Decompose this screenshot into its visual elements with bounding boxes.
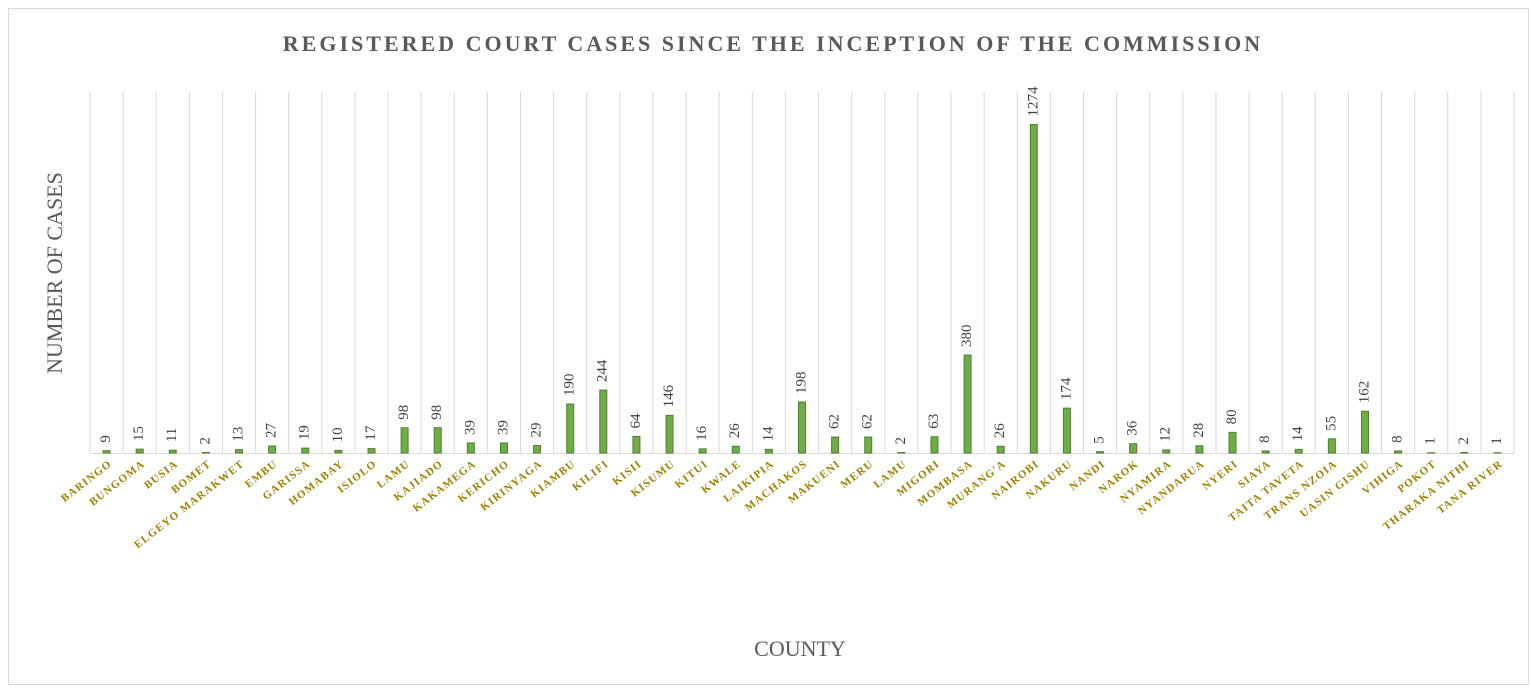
data-label: 380 bbox=[959, 325, 975, 348]
bar bbox=[1261, 450, 1270, 454]
data-label: 198 bbox=[793, 371, 809, 394]
bar bbox=[1062, 407, 1071, 454]
bar bbox=[1394, 450, 1403, 454]
bar bbox=[367, 448, 376, 454]
bar bbox=[996, 445, 1005, 454]
data-label: 26 bbox=[727, 423, 743, 439]
data-label: 2 bbox=[1456, 437, 1472, 445]
data-label: 162 bbox=[1356, 381, 1372, 404]
bar bbox=[301, 447, 310, 454]
y-axis-title: NUMBER OF CASES bbox=[42, 172, 67, 374]
data-label: 2 bbox=[893, 437, 909, 445]
data-label: 190 bbox=[562, 374, 578, 397]
bar bbox=[1195, 445, 1204, 454]
data-label: 29 bbox=[529, 423, 545, 438]
data-label: 39 bbox=[462, 420, 478, 435]
data-label: 8 bbox=[1390, 435, 1406, 443]
bar bbox=[930, 436, 939, 454]
bar bbox=[334, 449, 343, 454]
bar bbox=[235, 449, 244, 454]
data-label: 10 bbox=[330, 427, 346, 442]
data-label: 27 bbox=[264, 423, 280, 439]
bar bbox=[1162, 449, 1171, 454]
data-label: 9 bbox=[98, 435, 114, 443]
data-label: 15 bbox=[131, 426, 147, 441]
bar bbox=[400, 427, 409, 454]
data-label: 98 bbox=[396, 405, 412, 420]
data-label: 5 bbox=[1091, 436, 1107, 444]
chart-title: REGISTERED COURT CASES SINCE THE INCEPTI… bbox=[283, 31, 1263, 56]
bar bbox=[268, 445, 277, 454]
bar bbox=[1327, 438, 1336, 454]
bar bbox=[864, 436, 873, 454]
data-label: 14 bbox=[760, 426, 776, 442]
bar bbox=[1294, 448, 1303, 454]
data-label: 174 bbox=[1058, 377, 1074, 400]
data-label: 244 bbox=[595, 359, 611, 382]
data-label: 1 bbox=[1489, 437, 1505, 445]
data-label: 14 bbox=[1290, 426, 1306, 442]
bar bbox=[665, 414, 674, 454]
chart-border bbox=[8, 8, 1529, 685]
data-label: 16 bbox=[694, 425, 710, 441]
bar bbox=[963, 354, 972, 454]
data-label: 55 bbox=[1323, 416, 1339, 431]
data-label: 28 bbox=[1191, 423, 1207, 438]
x-axis-title: COUNTY bbox=[754, 636, 846, 661]
data-label: 19 bbox=[297, 425, 313, 440]
bar bbox=[533, 445, 542, 454]
data-label: 98 bbox=[429, 405, 445, 420]
data-label: 39 bbox=[495, 420, 511, 435]
data-label: 12 bbox=[1158, 427, 1174, 442]
bar bbox=[1228, 431, 1237, 454]
data-label: 1 bbox=[1423, 437, 1439, 445]
data-label: 63 bbox=[926, 414, 942, 429]
bar bbox=[1360, 410, 1369, 454]
data-label: 8 bbox=[1257, 435, 1273, 443]
data-label: 64 bbox=[628, 413, 644, 429]
data-label: 146 bbox=[661, 384, 677, 407]
bar bbox=[1096, 451, 1105, 454]
data-label: 13 bbox=[230, 427, 246, 442]
data-label: 36 bbox=[1125, 420, 1141, 436]
data-label: 62 bbox=[860, 414, 876, 429]
bar bbox=[433, 427, 442, 454]
data-label: 2 bbox=[197, 437, 213, 445]
bar bbox=[798, 401, 806, 454]
bar bbox=[201, 451, 210, 454]
data-label: 62 bbox=[827, 414, 843, 429]
bar bbox=[764, 448, 773, 454]
data-label: 26 bbox=[992, 423, 1008, 439]
data-label: 1274 bbox=[1025, 86, 1041, 117]
bar bbox=[698, 448, 707, 454]
data-label: 80 bbox=[1224, 409, 1240, 424]
bar bbox=[1029, 123, 1038, 454]
bar bbox=[102, 450, 111, 454]
bar bbox=[897, 451, 906, 454]
bar bbox=[135, 448, 144, 454]
bar bbox=[499, 442, 508, 454]
bar bbox=[1460, 451, 1469, 454]
bar bbox=[831, 436, 840, 454]
bar bbox=[168, 449, 177, 454]
bar bbox=[632, 435, 641, 454]
bar bbox=[731, 445, 740, 454]
bar bbox=[1129, 443, 1138, 454]
bar bbox=[466, 442, 475, 454]
bar bbox=[599, 389, 608, 454]
data-label: 11 bbox=[164, 428, 180, 442]
bar bbox=[566, 403, 575, 454]
data-label: 17 bbox=[363, 425, 379, 441]
